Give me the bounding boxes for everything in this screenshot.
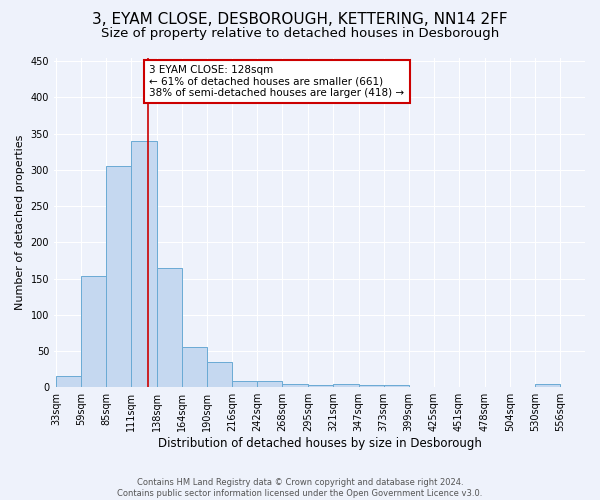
Bar bbox=[182, 348, 207, 387]
Bar bbox=[207, 362, 232, 387]
Text: 3 EYAM CLOSE: 128sqm
← 61% of detached houses are smaller (661)
38% of semi-deta: 3 EYAM CLOSE: 128sqm ← 61% of detached h… bbox=[149, 64, 404, 98]
Bar bbox=[283, 384, 308, 387]
Text: 3, EYAM CLOSE, DESBOROUGH, KETTERING, NN14 2FF: 3, EYAM CLOSE, DESBOROUGH, KETTERING, NN… bbox=[92, 12, 508, 28]
Bar bbox=[383, 385, 409, 387]
Bar bbox=[131, 141, 157, 387]
Text: Size of property relative to detached houses in Desborough: Size of property relative to detached ho… bbox=[101, 28, 499, 40]
Bar bbox=[535, 384, 560, 387]
Bar bbox=[56, 376, 81, 387]
Bar bbox=[232, 380, 257, 387]
Y-axis label: Number of detached properties: Number of detached properties bbox=[15, 134, 25, 310]
Bar bbox=[334, 384, 359, 387]
X-axis label: Distribution of detached houses by size in Desborough: Distribution of detached houses by size … bbox=[158, 437, 481, 450]
Bar bbox=[157, 268, 182, 387]
Bar bbox=[257, 380, 283, 387]
Text: Contains HM Land Registry data © Crown copyright and database right 2024.
Contai: Contains HM Land Registry data © Crown c… bbox=[118, 478, 482, 498]
Bar bbox=[81, 276, 106, 387]
Bar bbox=[359, 385, 383, 387]
Bar bbox=[106, 166, 131, 387]
Bar bbox=[308, 385, 334, 387]
